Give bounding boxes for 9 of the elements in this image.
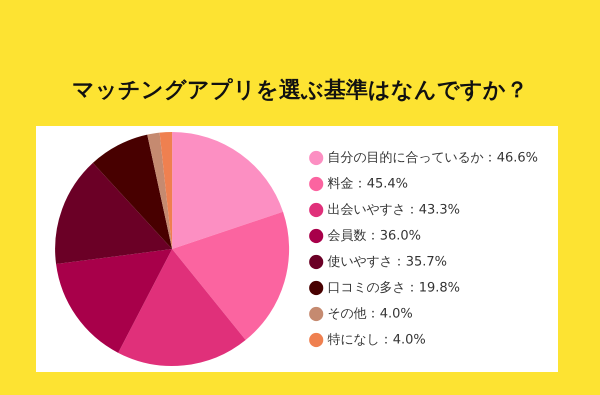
legend-label: 会員数：36.0% — [328, 228, 422, 244]
legend-label: 料金：45.4% — [328, 176, 408, 192]
legend-label: その他：4.0% — [328, 306, 413, 322]
legend-label: 使いやすさ：35.7% — [328, 254, 448, 270]
legend-label: 特になし：4.0% — [328, 332, 426, 348]
legend-label: 出会いやすさ：43.3% — [328, 202, 460, 218]
chart-title: マッチングアプリを選ぶ基準はなんですか？ — [71, 77, 529, 105]
legend-label: 自分の目的に合っているか：46.6% — [328, 150, 538, 166]
legend-label: 口コミの多さ：19.8% — [328, 280, 460, 296]
